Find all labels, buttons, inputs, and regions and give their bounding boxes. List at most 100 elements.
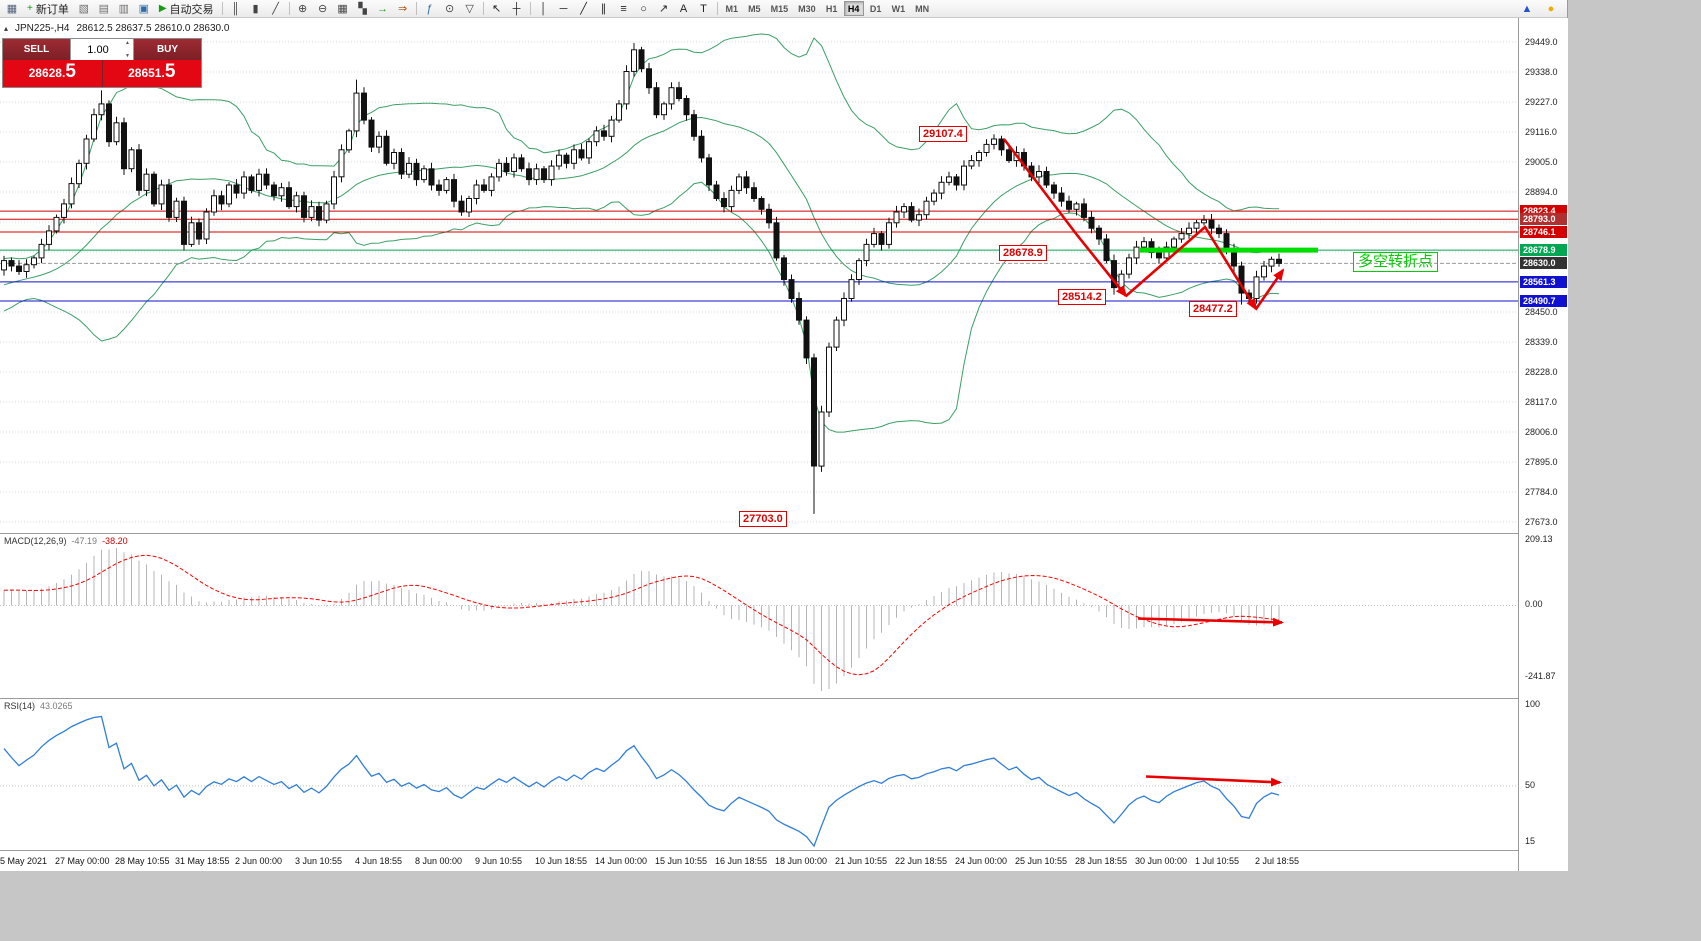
- time-axis-label: 22 Jun 18:55: [895, 856, 948, 866]
- toolbar-right-group: ▲ ●: [1517, 1, 1567, 17]
- time-axis-label: 28 May 10:55: [115, 856, 170, 866]
- price-tick-label: 28894.0: [1525, 187, 1558, 197]
- trend-arrows-layer: [1002, 138, 1285, 311]
- time-axis-label: 2 Jun 00:00: [235, 856, 283, 866]
- price-level-tag: 28561.3: [1520, 276, 1567, 288]
- price-axis[interactable]: 29449.0 29338.0 29227.0 29116.0 29005.0 28894…: [1518, 18, 1568, 871]
- level-lines-layer: [0, 210, 1518, 302]
- chart-symbol-period: JPN225-,H4: [15, 23, 70, 34]
- time-axis-label: 1 Jul 10:55: [1195, 856, 1240, 866]
- timeframe-D1-button[interactable]: D1: [869, 3, 882, 14]
- trendline-icon[interactable]: ╱: [580, 3, 587, 15]
- candlestick-chart-icon[interactable]: ▮: [252, 3, 259, 15]
- price-tick-label: 28339.0: [1525, 337, 1558, 347]
- toolbar-separator: [221, 2, 223, 15]
- time-axis-label: 28 Jun 18:55: [1075, 856, 1128, 866]
- zoom-out-icon[interactable]: ⊖: [317, 3, 328, 15]
- equidistant-channel-icon[interactable]: ∥: [600, 3, 607, 15]
- timeframe-M5-button[interactable]: M5: [748, 3, 761, 14]
- time-axis-label: 15 Jun 10:55: [655, 856, 708, 866]
- templates-icon[interactable]: ▽: [465, 3, 474, 15]
- macd-histogram-layer: [3, 548, 1280, 692]
- crosshair-icon[interactable]: ┼: [512, 2, 521, 15]
- macd-trend-arrow: [1137, 617, 1284, 627]
- price-tick-label: 28117.0: [1525, 397, 1557, 407]
- new-order-button[interactable]: + 新订单: [27, 3, 69, 16]
- price-annotation[interactable]: 28514.2: [1058, 289, 1106, 305]
- timeframe-M30-button[interactable]: M30: [798, 3, 816, 14]
- navigator-icon[interactable]: ▥: [118, 3, 130, 15]
- shapes-icon[interactable]: ○: [640, 2, 647, 15]
- arrows-tool-icon[interactable]: ↗: [658, 3, 669, 15]
- price-annotation[interactable]: 28477.2: [1189, 301, 1237, 317]
- scroll-to-latest-icon[interactable]: ▲: [1521, 2, 1533, 15]
- one-click-toggle-icon[interactable]: ▴: [4, 24, 9, 33]
- price-tick-label: 29338.0: [1525, 67, 1558, 77]
- market-watch-icon[interactable]: ▤: [98, 3, 110, 15]
- text-tool-icon[interactable]: A: [679, 2, 688, 15]
- price-chart-panel[interactable]: ▴ JPN225-,H4 28612.5 28637.5 28610.0 286…: [0, 18, 1518, 533]
- chart-title: ▴ JPN225-,H4 28612.5 28637.5 28610.0 286…: [4, 23, 229, 34]
- volume-field-wrap: ▲▼: [70, 39, 134, 60]
- price-annotation[interactable]: 28678.9: [999, 245, 1047, 261]
- vertical-line-icon[interactable]: │: [540, 2, 547, 15]
- bar-chart-icon[interactable]: ║: [231, 2, 240, 15]
- price-tick-label: 28228.0: [1525, 367, 1558, 377]
- sell-button[interactable]: SELL: [3, 39, 70, 60]
- mt4-window: ▦ + 新订单 ▧ ▤ ▥ ▣ ▶ 自动交易 ║ ▮ ╱ ⊕ ⊖ ▦ ▚ → ⇒ ƒ ⊙ ▽ ↖ ┼ │ ─ ╱ ∥ ≡ ○ ↗ A T M1 M…: [0, 0, 1568, 871]
- volume-spinner[interactable]: ▲ ▼: [125, 40, 130, 59]
- autotrading-button[interactable]: ▶ 自动交易: [158, 3, 214, 16]
- auto-scroll-icon[interactable]: →: [377, 2, 389, 15]
- toolbar-separator: [288, 2, 290, 15]
- price-tick-label: 27784.0: [1525, 487, 1558, 497]
- indicators-icon[interactable]: ƒ: [426, 2, 433, 15]
- macd-signal-line: [3, 554, 1280, 676]
- alert-icon[interactable]: ●: [1547, 2, 1555, 15]
- timeframe-H4-button[interactable]: H4: [843, 1, 864, 16]
- time-axis-label: 8 Jun 00:00: [415, 856, 463, 866]
- rsi-scale-label: 15: [1525, 836, 1536, 846]
- sell-price[interactable]: 28628. 5: [3, 60, 102, 87]
- price-annotation[interactable]: 27703.0: [739, 511, 787, 527]
- time-axis-label: 30 Jun 00:00: [1135, 856, 1188, 866]
- price-tick-label: 28006.0: [1525, 427, 1558, 437]
- time-axis-label: 9 Jun 10:55: [475, 856, 523, 866]
- chart-shift-icon[interactable]: ⇒: [397, 3, 408, 15]
- cursor-icon[interactable]: ↖: [491, 3, 502, 15]
- timeframe-W1-button[interactable]: W1: [891, 3, 906, 14]
- line-chart-icon[interactable]: ╱: [272, 3, 279, 15]
- timeframe-M15-button[interactable]: M15: [770, 3, 789, 14]
- time-axis-label: 25 Jun 10:55: [1015, 856, 1068, 866]
- macd-scale-label: 209.13: [1525, 534, 1553, 544]
- horizontal-line-icon[interactable]: ─: [559, 2, 568, 15]
- price-annotation[interactable]: 29107.4: [919, 126, 967, 142]
- tile-windows-icon[interactable]: ▚: [358, 3, 367, 15]
- buy-price[interactable]: 28651. 5: [102, 60, 201, 87]
- rsi-indicator-panel[interactable]: RSI(14) 43.0265: [0, 698, 1518, 849]
- rsi-line: [3, 715, 1280, 848]
- toolbar-separator: [415, 2, 417, 15]
- time-axis-label: 21 Jun 10:55: [835, 856, 888, 866]
- new-order-button-icon: +: [27, 3, 33, 14]
- fibonacci-icon[interactable]: ≡: [620, 2, 627, 15]
- terminal-icon[interactable]: ▣: [138, 3, 150, 15]
- timeframe-MN-button[interactable]: MN: [915, 3, 930, 14]
- chart-profiles-icon[interactable]: ▧: [78, 3, 90, 15]
- price-tick-label: 27673.0: [1525, 517, 1558, 527]
- grid-icon[interactable]: ▦: [337, 3, 348, 15]
- buy-button[interactable]: BUY: [134, 39, 201, 60]
- chart-window-icon[interactable]: ▦: [6, 3, 18, 15]
- text-label-tool-icon[interactable]: T: [700, 2, 707, 15]
- chart-ohlc-values: 28612.5 28637.5 28610.0 28630.0: [76, 23, 230, 34]
- price-tick-label: 29005.0: [1525, 157, 1558, 167]
- autotrading-button-icon: ▶: [158, 3, 167, 14]
- turning-point-label[interactable]: 多空转折点: [1353, 252, 1439, 272]
- time-axis[interactable]: 5 May 2021 27 May 00:00 28 May 10:55 31 May…: [0, 850, 1518, 870]
- periods-icon[interactable]: ⊙: [444, 3, 455, 15]
- zoom-in-icon[interactable]: ⊕: [297, 3, 308, 15]
- timeframe-H1-button[interactable]: H1: [825, 3, 838, 14]
- time-axis-label: 10 Jun 18:55: [535, 856, 588, 866]
- volume-input[interactable]: [71, 39, 133, 60]
- timeframe-M1-button[interactable]: M1: [725, 3, 739, 14]
- macd-indicator-panel[interactable]: MACD(12,26,9) -47.19 -38.20: [0, 533, 1518, 697]
